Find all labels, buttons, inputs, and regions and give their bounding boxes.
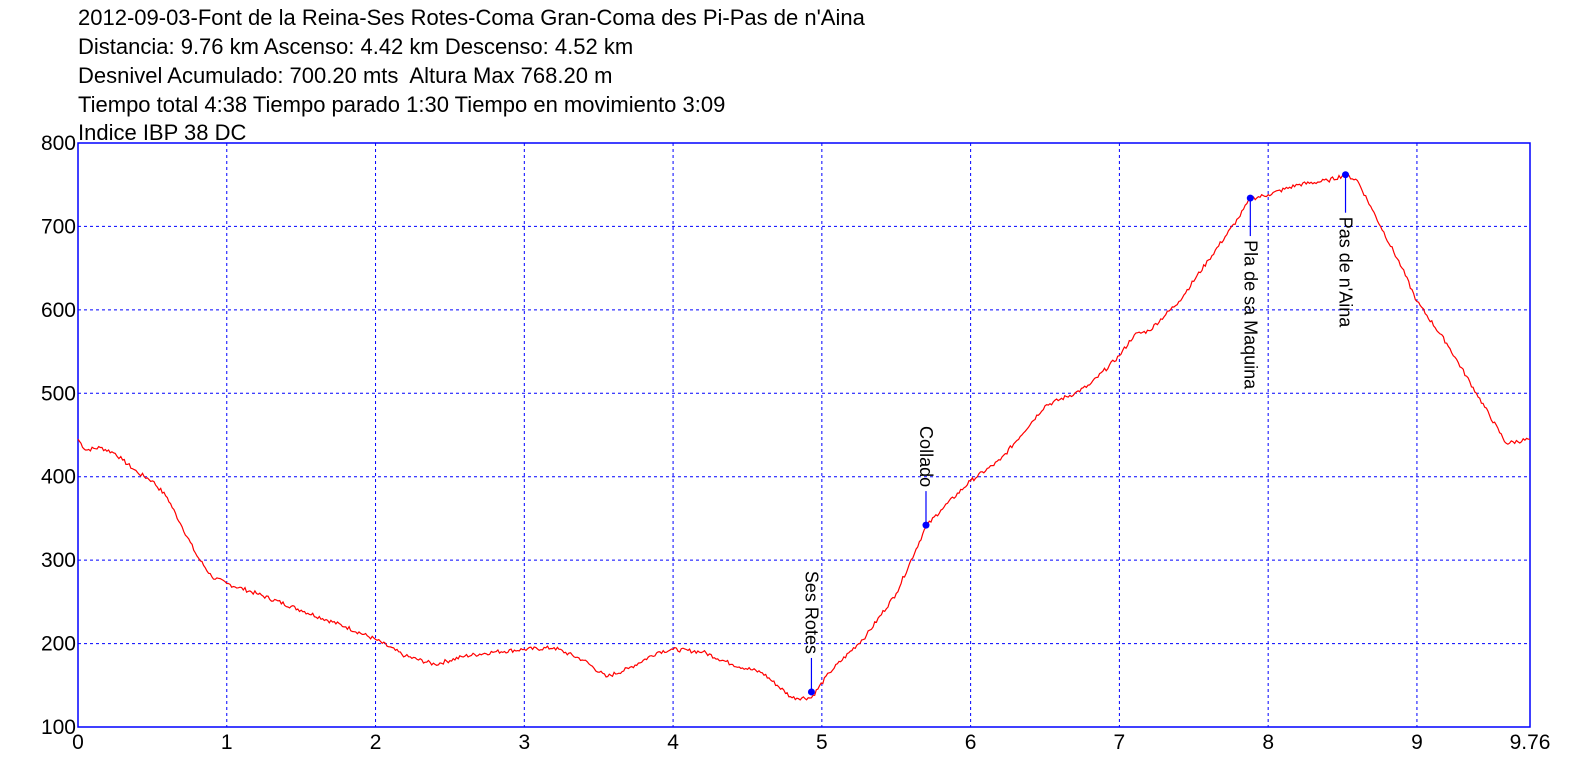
waypoint-marker — [807, 688, 815, 696]
distance-stats: Distancia: 9.76 km Ascenso: 4.42 km Desc… — [78, 34, 634, 59]
x-tick-label: 7 — [1114, 731, 1126, 754]
y-tick-label: 200 — [41, 633, 76, 656]
x-tick-label: 8 — [1262, 731, 1274, 754]
x-tick-label: 5 — [816, 731, 828, 754]
grid — [78, 143, 1530, 727]
waypoint-label: Collado — [916, 426, 936, 487]
time-stats: Tiempo total 4:38 Tiempo parado 1:30 Tie… — [78, 92, 726, 117]
x-tick-label: 1 — [221, 731, 233, 754]
waypoint-marker — [1246, 194, 1254, 202]
y-tick-label: 800 — [41, 132, 76, 155]
x-tick-label: 2 — [370, 731, 382, 754]
y-tick-label: 700 — [41, 215, 76, 238]
y-tick-label: 100 — [41, 716, 76, 739]
y-tick-label: 300 — [41, 549, 76, 572]
waypoint-label: Pla de sa Maquina — [1240, 240, 1260, 390]
plot-frame — [77, 142, 1531, 728]
x-tick-label: 9 — [1411, 731, 1423, 754]
x-tick-label: 3 — [518, 731, 530, 754]
x-tick-label: 6 — [965, 731, 977, 754]
waypoint-label: Pas de n'Aina — [1336, 217, 1356, 329]
waypoint-marker — [1342, 171, 1350, 179]
elevation-stats: Desnivel Acumulado: 700.20 mts Altura Ma… — [78, 63, 613, 88]
waypoint-marker — [922, 521, 930, 529]
x-axis: 0 1 2 3 4 5 6 7 8 9 9.76 — [72, 731, 1550, 754]
ibp-index: Indice IBP 38 DC — [78, 120, 247, 145]
x-tick-label: 9.76 — [1510, 731, 1551, 754]
y-tick-label: 400 — [41, 466, 76, 489]
waypoint-label: Ses Rotes — [801, 571, 821, 654]
elevation-line — [77, 172, 1530, 701]
y-tick-label: 500 — [41, 382, 76, 405]
x-tick-label: 0 — [72, 731, 84, 754]
x-tick-label: 4 — [667, 731, 679, 754]
chart-title: 2012-09-03-Font de la Reina-Ses Rotes-Co… — [78, 5, 865, 30]
y-axis: 100 200 300 400 500 600 700 800 — [41, 132, 76, 739]
y-tick-label: 600 — [41, 299, 76, 322]
waypoints: Ses Rotes Collado Pla de sa Maquina Pas de … — [801, 171, 1356, 696]
